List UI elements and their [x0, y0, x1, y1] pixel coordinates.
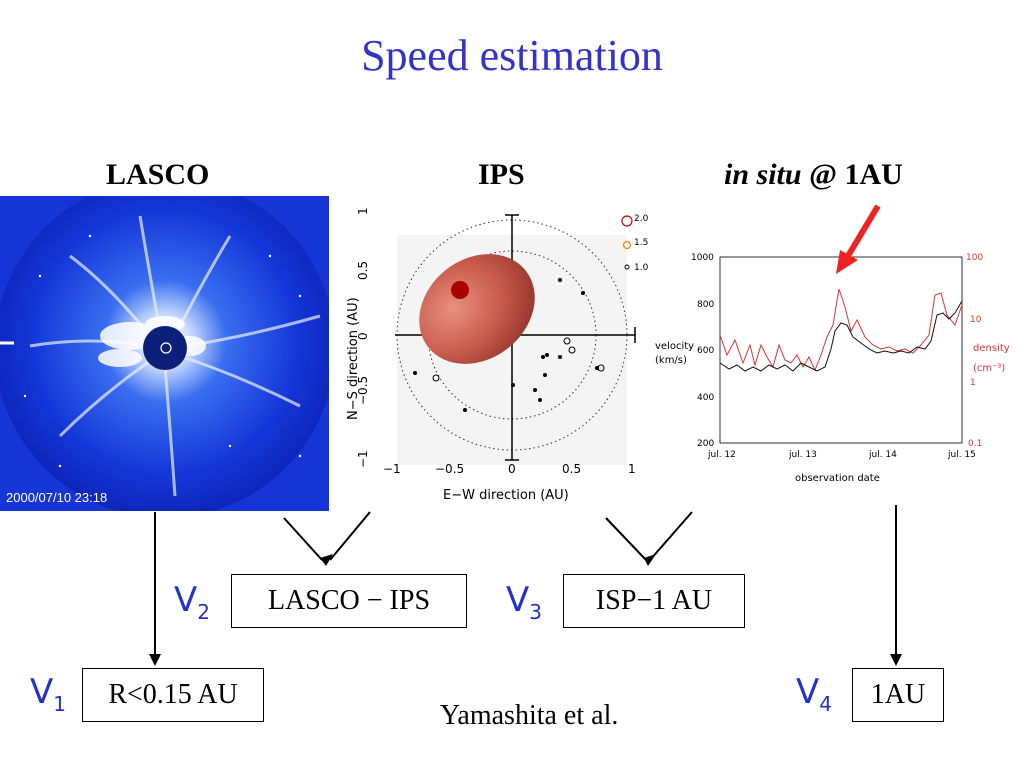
insitu-ylabel-2: (km/s) [655, 355, 687, 366]
lasco-coronagraph-image [0, 196, 329, 511]
ips-xtick-2: −0.5 [435, 462, 464, 476]
v2-box: LASCO − IPS [231, 574, 467, 628]
ips-ytick-3: 0 [356, 332, 370, 340]
ips-ytick-1: 1 [356, 207, 370, 215]
v1-box: R<0.15 AU [82, 668, 264, 722]
insitu-xtick-4: jul. 15 [947, 450, 976, 460]
lasco-heading: LASCO [106, 158, 210, 191]
lasco-timestamp: 2000/07/10 23:18 [6, 490, 108, 505]
credit-text: Yamashita et al. [440, 700, 619, 731]
insitu-rtick-3: 1 [970, 378, 976, 388]
v3-box: ISP−1 AU [563, 574, 745, 628]
insitu-ltick-3: 600 [697, 346, 714, 356]
ips-ytick-4: −0.5 [356, 376, 370, 405]
insitu-ltick-2: 800 [697, 300, 714, 310]
insitu-rlabel-1: density [973, 343, 1010, 354]
ips-xlabel: E−W direction (AU) [443, 488, 569, 503]
ips-ytick-5: −1 [356, 450, 370, 468]
insitu-xtick-1: jul. 12 [707, 450, 736, 460]
v1-label: V1 [30, 672, 66, 716]
insitu-xtick-3: jul. 14 [868, 450, 897, 460]
insitu-rtick-2: 10 [970, 315, 982, 325]
insitu-ylabel-1: velocity [655, 341, 694, 352]
v4-box: 1AU [852, 668, 944, 722]
ips-xtick-5: 1 [628, 462, 636, 476]
insitu-rtick-1: 100 [966, 253, 983, 263]
insitu-ltick-1: 1000 [691, 253, 714, 263]
slide-title: Speed estimation [361, 31, 663, 80]
ips-heading: IPS [478, 158, 525, 191]
insitu-plot: 1000 800 600 400 200 velocity (km/s) jul… [655, 253, 1010, 484]
ips-legend-3: 1.0 [634, 263, 649, 273]
insitu-ltick-4: 400 [697, 393, 714, 403]
ips-legend-1: 2.0 [634, 214, 649, 224]
ips-ytick-2: 0.5 [356, 261, 370, 280]
ips-xtick-3: 0 [508, 462, 516, 476]
v4-label: V4 [796, 672, 832, 716]
insitu-rest: @ 1AU [809, 158, 903, 191]
v2-label: V2 [174, 580, 210, 624]
v3-label: V3 [506, 580, 542, 624]
ips-xtick-4: 0.5 [562, 462, 581, 476]
red-arrow-icon [836, 204, 881, 274]
insitu-ltick-5: 200 [697, 439, 714, 449]
insitu-rlabel-2: (cm⁻³) [973, 363, 1005, 374]
insitu-heading: in situ @ 1AU [724, 158, 903, 192]
insitu-rtick-4: 0.1 [968, 439, 982, 449]
insitu-italic: in situ [724, 158, 802, 191]
ips-legend-2: 1.5 [634, 238, 648, 248]
ips-ylabel: N−S direction (AU) [346, 297, 361, 420]
ips-plot: 1 0.5 0 −0.5 −1 N−S direction (AU) −1 −0… [346, 207, 649, 503]
insitu-xtick-2: jul. 13 [788, 450, 817, 460]
insitu-xlabel: observation date [795, 473, 880, 484]
connector-arrows [149, 505, 902, 666]
ips-xtick-1: −1 [383, 462, 401, 476]
